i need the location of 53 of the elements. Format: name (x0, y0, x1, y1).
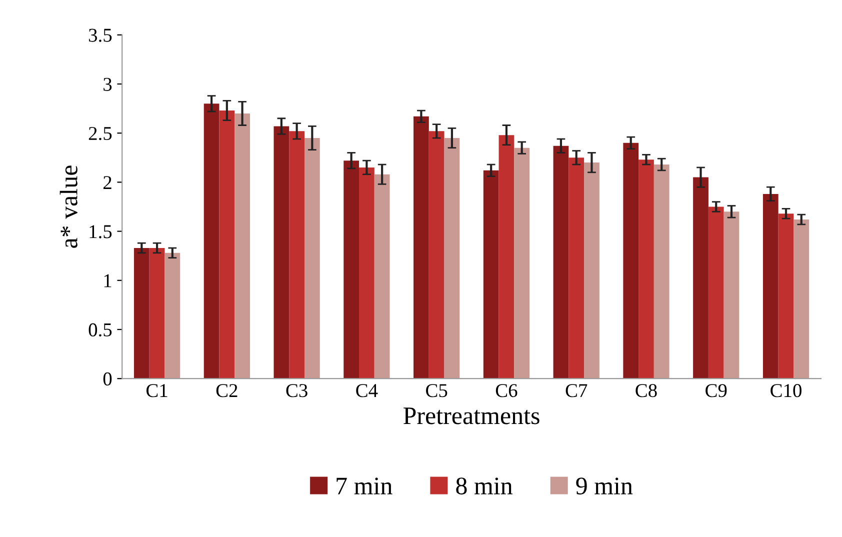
bar (428, 131, 444, 379)
bar (289, 131, 304, 379)
x-tick-label: C1 (146, 384, 168, 398)
y-tick-label: 0 (103, 372, 112, 386)
bar (274, 126, 290, 379)
y-tick-label: 1.5 (90, 225, 112, 238)
x-axis-title: Pretreatments (404, 408, 540, 424)
bar (164, 252, 180, 379)
legend-label: 8 min (456, 478, 512, 494)
bar (794, 220, 810, 379)
bar (444, 138, 460, 379)
bar (693, 177, 708, 379)
x-tick-label: C7 (566, 384, 588, 398)
bar (219, 110, 235, 379)
bar (638, 160, 654, 379)
y-axis-title: a* value (60, 166, 78, 248)
bar (304, 138, 320, 379)
bar (234, 113, 250, 379)
x-tick-label: C4 (356, 384, 378, 398)
bar (344, 160, 360, 379)
legend-label: 9 min (576, 478, 633, 494)
y-tick-label: 2.5 (88, 126, 112, 140)
bar (374, 174, 390, 379)
bar (778, 214, 794, 379)
bar (708, 206, 724, 379)
y-tick-label: 3 (104, 78, 112, 91)
bar (568, 158, 584, 379)
legend-label: 7 min (336, 478, 392, 494)
bar (553, 146, 569, 379)
y-tick-label: 3.5 (88, 28, 112, 42)
bar (414, 116, 429, 379)
bar (359, 167, 374, 379)
x-tick-label: C5 (426, 384, 448, 398)
bar (204, 104, 220, 379)
bar (762, 194, 778, 379)
x-tick-label: C6 (496, 384, 518, 398)
y-tick-label: 0.5 (88, 323, 112, 337)
bar (724, 212, 740, 379)
x-tick-label: C8 (636, 384, 657, 398)
bar (483, 170, 499, 379)
bar (623, 142, 639, 379)
bar (654, 164, 670, 379)
x-tick-label: C3 (286, 384, 308, 398)
bar (514, 148, 530, 379)
y-tick-label: 1 (104, 274, 112, 288)
y-tick-label: 2 (104, 176, 112, 189)
x-tick-label: C2 (216, 384, 238, 398)
bar (134, 248, 150, 379)
bar (584, 162, 600, 379)
x-tick-label: C10 (770, 384, 802, 398)
bar (149, 248, 165, 379)
bar (498, 135, 514, 379)
x-tick-label: C9 (706, 384, 727, 398)
